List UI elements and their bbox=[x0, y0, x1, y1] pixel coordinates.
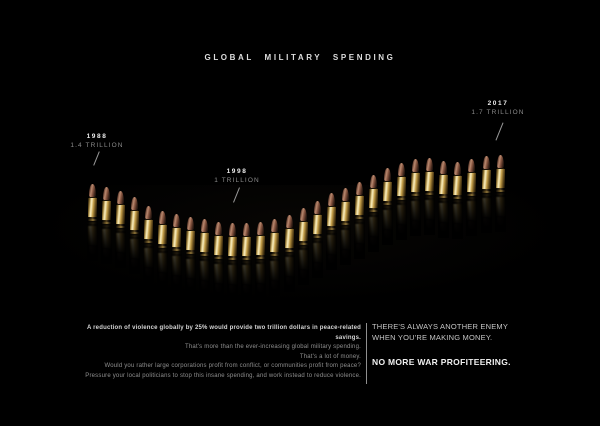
bullet-2000 bbox=[255, 222, 267, 299]
bullet-1999 bbox=[241, 223, 253, 300]
bullet-2010 bbox=[396, 162, 407, 240]
bullet-1988 bbox=[86, 184, 98, 262]
bullet-2007 bbox=[353, 182, 365, 260]
bullet-1992 bbox=[142, 205, 154, 283]
bullet-2006 bbox=[339, 188, 351, 266]
bullet-1996 bbox=[199, 219, 211, 297]
footer-copy-line: That's a lot of money. bbox=[299, 353, 361, 360]
bullet-2002 bbox=[283, 215, 295, 293]
bullet-2014 bbox=[452, 161, 464, 239]
footer-copy-line: A reduction of violence globally by 25% … bbox=[86, 325, 361, 341]
annotation-year: 1998 bbox=[226, 168, 248, 175]
bullet-2012 bbox=[424, 158, 436, 235]
page-title: GLOBAL MILITARY SPENDING bbox=[204, 53, 396, 62]
campaign-tagline: NO MORE WAR PROFITEERING. bbox=[372, 357, 511, 367]
bullet-2001 bbox=[269, 219, 281, 297]
bullet-2005 bbox=[325, 192, 337, 270]
annotation-1998: 1998 1 TRILLION bbox=[214, 168, 260, 184]
slogan-line: WHEN YOU'RE MAKING MONEY. bbox=[372, 333, 493, 342]
footer-slogan-block: THERE'S ALWAYS ANOTHER ENEMY WHEN YOU'RE… bbox=[372, 321, 552, 368]
bullet-2013 bbox=[438, 160, 450, 238]
bullet-2004 bbox=[311, 200, 323, 278]
footer-copy-line: Pressure your local politicians to stop … bbox=[85, 372, 361, 379]
annotation-year: 2017 bbox=[487, 100, 509, 107]
bullet-1994 bbox=[170, 214, 182, 292]
footer-copy-line: That's more than the ever-increasing glo… bbox=[185, 344, 361, 351]
bullet-1998 bbox=[227, 223, 239, 300]
bullet-2016 bbox=[480, 156, 492, 234]
bullet-2017 bbox=[494, 155, 506, 233]
bullet-2008 bbox=[367, 174, 379, 252]
bullet-1993 bbox=[156, 211, 168, 289]
annotation-year: 1988 bbox=[86, 133, 108, 140]
annotation-value: 1.7 TRILLION bbox=[471, 109, 525, 116]
bullet-2015 bbox=[466, 159, 478, 236]
bullet-1997 bbox=[213, 222, 225, 299]
footer-divider bbox=[366, 323, 367, 384]
bullet-2009 bbox=[382, 167, 393, 245]
annotation-2017: 2017 1.7 TRILLION bbox=[471, 100, 524, 116]
annotation-value: 1.4 TRILLION bbox=[70, 142, 124, 149]
bullet-2011 bbox=[410, 159, 422, 236]
bullet-1991 bbox=[128, 196, 140, 274]
bullet-1990 bbox=[114, 191, 126, 268]
annotation-1988: 1988 1.4 TRILLION bbox=[70, 133, 123, 149]
footer-copy-block: A reduction of violence globally by 25% … bbox=[60, 324, 361, 382]
bullet-1989 bbox=[100, 187, 112, 265]
annotation-value: 1 TRILLION bbox=[214, 177, 260, 184]
bullet-1995 bbox=[185, 217, 196, 295]
bullet-2003 bbox=[297, 208, 309, 286]
footer-copy-line: Would you rather large corporations prof… bbox=[104, 363, 361, 370]
slogan-line: THERE'S ALWAYS ANOTHER ENEMY bbox=[372, 322, 509, 331]
